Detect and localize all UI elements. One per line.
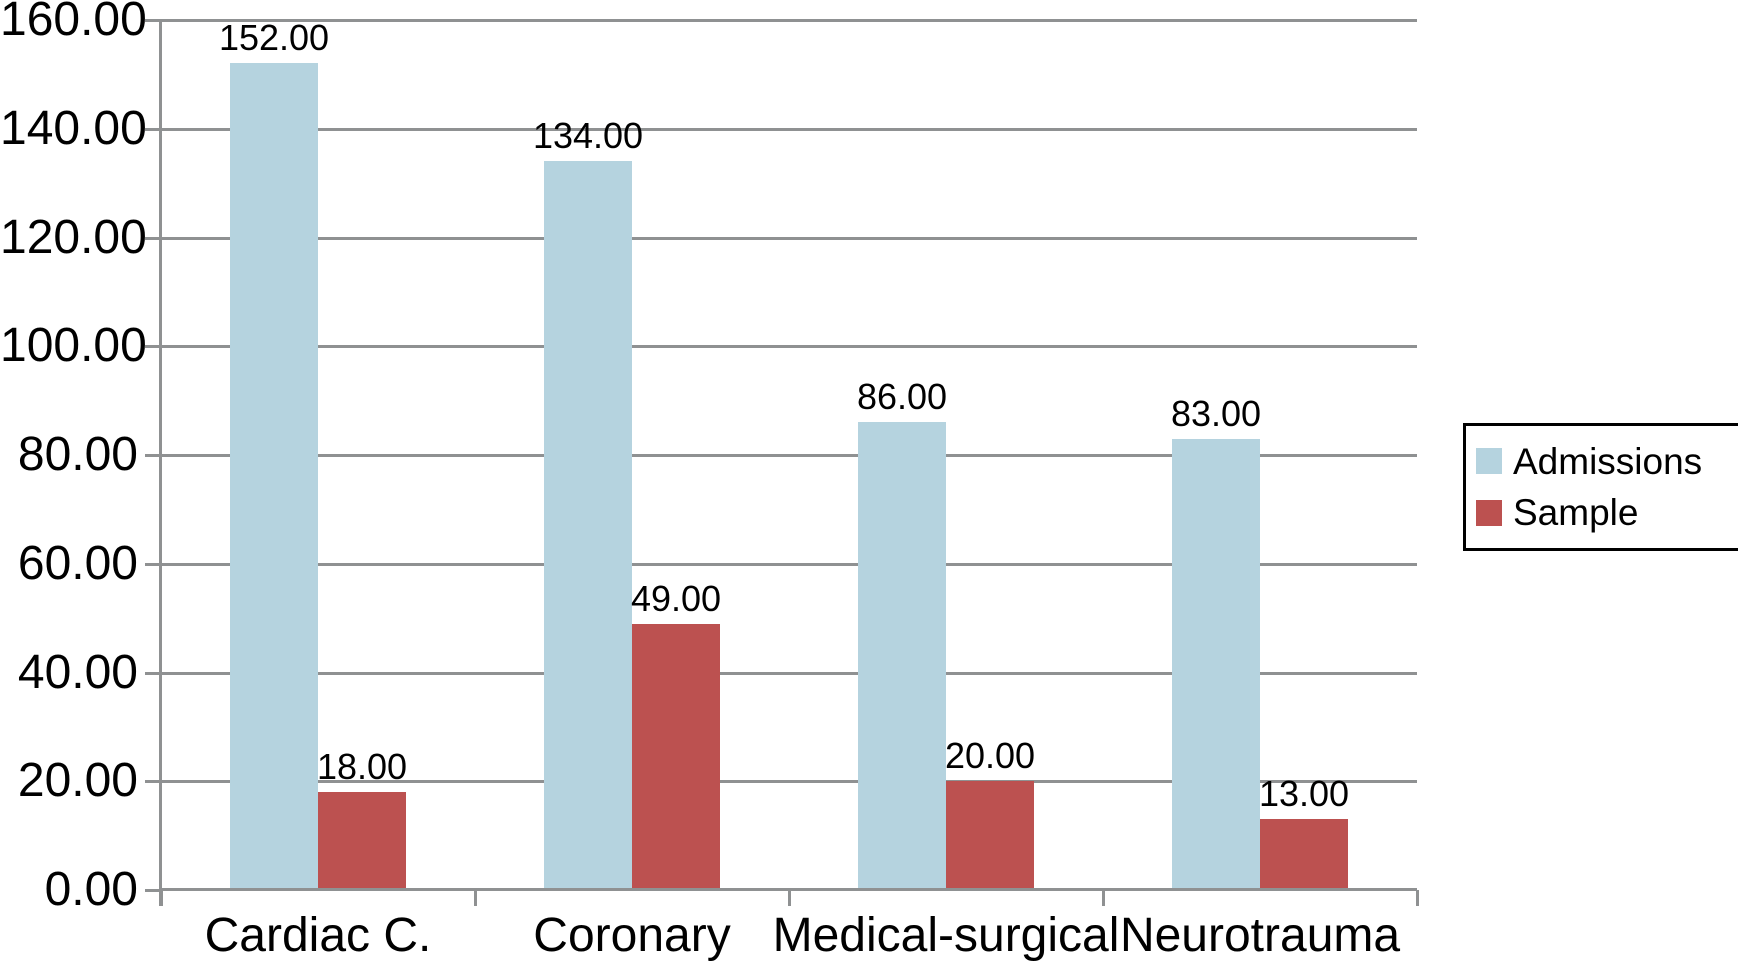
category-label: Cardiac C. xyxy=(204,909,432,962)
gridline xyxy=(161,19,1417,22)
legend-label: Sample xyxy=(1513,492,1639,534)
y-tick-label: 40.00 xyxy=(17,646,138,699)
bar-admissions-1 xyxy=(544,161,632,890)
category-label: Coronary xyxy=(533,909,731,962)
y-axis-tick xyxy=(145,563,161,566)
y-tick-label: 80.00 xyxy=(17,428,138,481)
y-axis-labels: 160.00 140.00 120.00 100.00 80.00 60.00 40.00 2… xyxy=(0,0,147,965)
category-label: Medical-surgical xyxy=(772,909,1120,962)
gridline xyxy=(161,237,1417,240)
bar-admissions-0 xyxy=(230,63,318,890)
y-axis-tick xyxy=(145,454,161,457)
y-tick-label: 60.00 xyxy=(17,537,138,590)
bar-sample-2 xyxy=(946,781,1034,890)
y-tick-label: 160.00 xyxy=(0,0,147,46)
value-label: 152.00 xyxy=(218,17,330,59)
value-label: 86.00 xyxy=(856,376,948,418)
bar-sample-1 xyxy=(632,624,720,890)
value-label: 49.00 xyxy=(630,578,722,620)
gridline xyxy=(161,780,1417,783)
legend-item-admissions: Admissions xyxy=(1476,443,1738,480)
y-axis-tick xyxy=(145,237,161,240)
value-label: 83.00 xyxy=(1170,393,1262,435)
x-axis-tick xyxy=(788,890,791,906)
category-label: Neurotrauma xyxy=(1119,909,1401,962)
gridline xyxy=(161,672,1417,675)
gridline xyxy=(161,563,1417,566)
bar-admissions-3 xyxy=(1172,439,1260,890)
plot-area: 152.00 134.00 86.00 83.00 18.00 49.00 20.00 13.… xyxy=(161,17,1417,890)
x-axis-baseline xyxy=(161,888,1417,891)
y-tick-label: 20.00 xyxy=(17,754,138,807)
legend-swatch-sample xyxy=(1476,499,1502,526)
legend-swatch-admissions xyxy=(1476,448,1502,475)
value-label: 13.00 xyxy=(1258,773,1350,815)
y-tick-label: 0.00 xyxy=(44,863,138,916)
x-axis-tick xyxy=(1102,890,1105,906)
legend-label: Admissions xyxy=(1513,440,1703,482)
y-axis-tick xyxy=(145,128,161,131)
bar-admissions-2 xyxy=(858,422,946,890)
y-axis-line xyxy=(159,20,162,906)
bar-sample-3 xyxy=(1260,819,1348,890)
legend-item-sample: Sample xyxy=(1476,494,1738,531)
y-axis-tick xyxy=(145,780,161,783)
y-axis-tick xyxy=(145,19,161,22)
value-label: 18.00 xyxy=(316,746,408,788)
y-tick-label: 120.00 xyxy=(0,211,147,264)
gridline xyxy=(161,345,1417,348)
y-axis-tick xyxy=(145,889,161,892)
x-axis-tick xyxy=(474,890,477,906)
y-tick-label: 140.00 xyxy=(0,102,147,155)
y-axis-tick xyxy=(145,345,161,348)
legend: Admissions Sample xyxy=(1463,423,1738,551)
value-label: 20.00 xyxy=(944,735,1036,777)
bar-sample-0 xyxy=(318,792,406,890)
gridline xyxy=(161,128,1417,131)
x-axis-tick xyxy=(160,890,163,906)
y-axis-tick xyxy=(145,672,161,675)
x-axis-tick xyxy=(1416,890,1419,906)
gridline xyxy=(161,454,1417,457)
y-tick-label: 100.00 xyxy=(0,319,147,372)
value-label: 134.00 xyxy=(532,115,644,157)
